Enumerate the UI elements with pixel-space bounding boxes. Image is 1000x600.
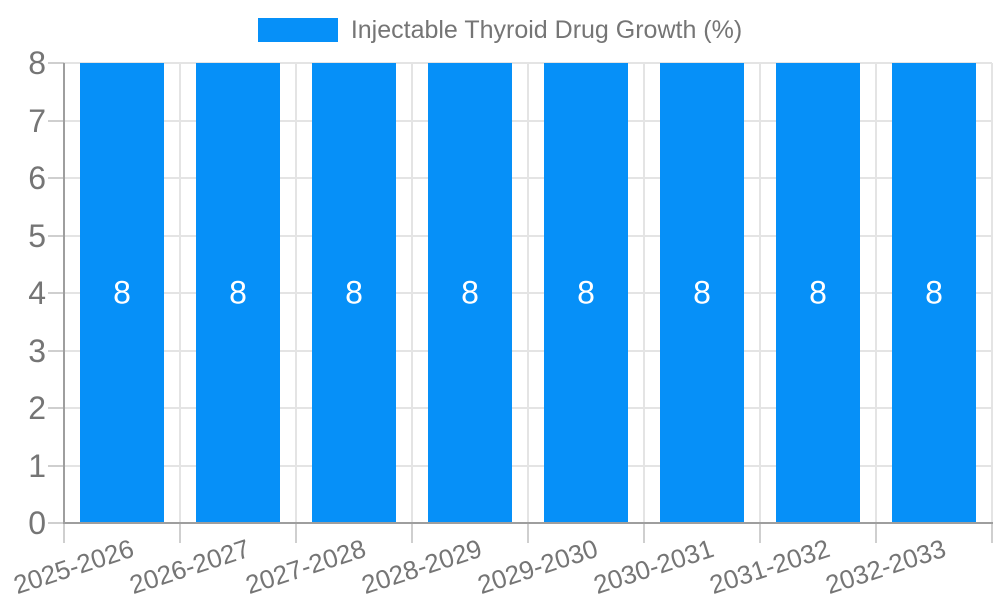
bar: 8 xyxy=(312,63,396,523)
y-axis-tick xyxy=(48,464,64,467)
v-gridline xyxy=(411,63,413,523)
y-axis-line xyxy=(63,63,65,523)
x-axis-tick xyxy=(295,523,297,543)
bar-value-label: 8 xyxy=(809,274,827,311)
v-gridline xyxy=(527,63,529,523)
y-axis-label: 7 xyxy=(28,102,46,139)
x-axis-tick xyxy=(643,523,645,543)
bar-value-label: 8 xyxy=(113,274,131,311)
v-gridline xyxy=(759,63,761,523)
bar: 8 xyxy=(892,63,976,523)
bar-value-label: 8 xyxy=(577,274,595,311)
bar: 8 xyxy=(660,63,744,523)
y-axis-label: 0 xyxy=(28,505,46,541)
x-axis-label: 2025-2026 xyxy=(9,533,137,600)
x-axis-tick xyxy=(63,523,65,543)
y-axis-tick xyxy=(48,522,64,524)
bar-value-label: 8 xyxy=(345,274,363,311)
y-axis-tick xyxy=(48,62,64,64)
x-axis-tick xyxy=(759,523,761,543)
bar-value-label: 8 xyxy=(925,274,943,311)
bar: 8 xyxy=(196,63,280,523)
bar-value-label: 8 xyxy=(229,274,247,311)
x-axis-label: 2026-2027 xyxy=(125,533,253,600)
y-axis-label: 5 xyxy=(28,217,46,254)
v-gridline xyxy=(991,63,993,523)
x-axis-tick xyxy=(527,523,529,543)
x-axis-tick xyxy=(875,523,877,543)
y-axis-tick xyxy=(48,177,64,179)
v-gridline xyxy=(643,63,645,523)
x-axis-label: 2030-2031 xyxy=(589,533,717,600)
v-gridline xyxy=(295,63,297,523)
bar-value-label: 8 xyxy=(693,274,711,311)
v-gridline xyxy=(875,63,877,523)
x-axis-line xyxy=(63,522,993,524)
x-axis-tick xyxy=(991,523,993,543)
bar-value-label: 8 xyxy=(461,274,479,311)
x-axis-label: 2029-2030 xyxy=(473,533,601,600)
x-axis-label: 2027-2028 xyxy=(241,533,369,600)
chart-legend: Injectable Thyroid Drug Growth (%) xyxy=(0,15,1000,45)
v-gridline xyxy=(179,63,181,523)
y-axis-label: 8 xyxy=(28,45,46,81)
y-axis-label: 2 xyxy=(28,390,46,426)
x-axis-label: 2028-2029 xyxy=(357,533,485,600)
y-axis-tick xyxy=(48,407,64,409)
y-axis-label: 6 xyxy=(28,160,46,196)
x-axis-label: 2031-2032 xyxy=(705,533,833,600)
bar: 8 xyxy=(544,63,628,523)
legend-swatch xyxy=(257,18,338,42)
y-axis-label: 3 xyxy=(28,332,46,369)
x-axis-tick xyxy=(179,523,181,543)
bar: 8 xyxy=(776,63,860,523)
x-axis-tick xyxy=(411,523,413,543)
y-axis-tick xyxy=(48,292,64,294)
bar: 8 xyxy=(80,63,164,523)
legend-label: Injectable Thyroid Drug Growth (%) xyxy=(350,16,743,44)
y-axis-tick xyxy=(48,349,64,352)
y-axis-label: 1 xyxy=(28,447,46,484)
bar: 8 xyxy=(428,63,512,523)
y-axis-tick xyxy=(48,234,64,237)
x-axis-label: 2032-2033 xyxy=(821,533,949,600)
y-axis-label: 4 xyxy=(28,275,46,311)
y-axis-tick xyxy=(48,119,64,122)
